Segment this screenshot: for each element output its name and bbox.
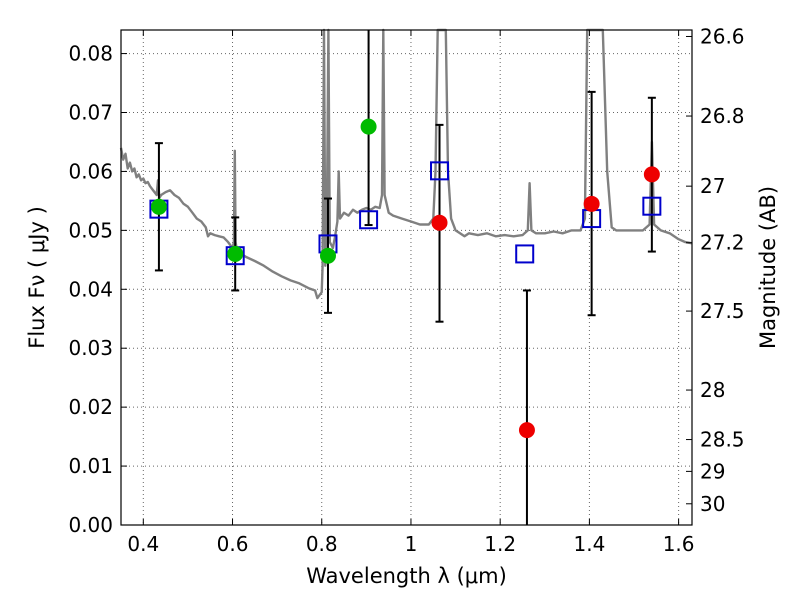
grid-lines <box>121 30 692 525</box>
mag-tick-label: 26.8 <box>700 104 745 128</box>
y-tick-label: 0.08 <box>68 42 113 66</box>
observed-circle-marker <box>319 247 336 264</box>
mag-tick-label: 28.5 <box>700 428 745 452</box>
x-tick-label: 0.8 <box>306 532 338 556</box>
observed-circle-marker <box>643 166 660 183</box>
y-tick-label: 0.04 <box>68 277 113 301</box>
y-tick-label: 0.00 <box>68 513 113 537</box>
x-tick-label: 1.6 <box>663 532 695 556</box>
y-tick-label: 0.01 <box>68 454 113 478</box>
y-tick-label: 0.03 <box>68 336 113 360</box>
mag-tick-label: 27.5 <box>700 299 745 323</box>
model-square-marker <box>642 196 662 216</box>
observed-circle-marker <box>150 198 167 215</box>
y-tick-label: 0.07 <box>68 101 113 125</box>
axis-ticks: 0.4 0.6 0.8 1 1.2 1.4 1.6 0.00 0.01 0.02 0.03 0.04 0… <box>68 24 744 556</box>
mag-tick-label: 28 <box>700 378 725 402</box>
observed-circle-marker <box>518 422 535 439</box>
y-tick-label: 0.06 <box>68 159 113 183</box>
mag-tick-label: 29 <box>700 459 725 483</box>
x-tick-label: 0.6 <box>217 532 249 556</box>
plot-frame <box>120 29 693 526</box>
observed-circle-marker <box>227 245 244 262</box>
model-spectrum-line <box>119 28 693 300</box>
x-axis-label: Wavelength λ (μm) <box>306 564 507 588</box>
mag-tick-label: 27 <box>700 174 725 198</box>
x-tick-label: 1.2 <box>484 532 516 556</box>
y-tick-label: 0.05 <box>68 218 113 242</box>
y-axis-label: Flux Fν ( μJy ) <box>25 206 49 349</box>
model-square-marker <box>359 210 379 230</box>
observed-circle-marker <box>360 118 377 135</box>
mag-tick-label: 27.2 <box>700 231 745 255</box>
model-square-marker <box>430 161 450 181</box>
x-tick-label: 1 <box>405 532 418 556</box>
model-square-marker <box>515 244 535 264</box>
error-bar-layer <box>154 30 656 525</box>
mag-tick-label: 30 <box>700 492 725 516</box>
model-spectrum-layer <box>119 28 693 300</box>
mag-tick-label: 26.6 <box>700 24 745 48</box>
x-tick-label: 1.4 <box>573 532 605 556</box>
y2-axis-label: Magnitude (AB) <box>756 186 780 349</box>
marker-layer <box>149 118 662 439</box>
y-tick-label: 0.02 <box>68 395 113 419</box>
observed-circle-marker <box>583 195 600 212</box>
observed-circle-marker <box>431 214 448 231</box>
x-tick-label: 0.4 <box>127 532 159 556</box>
